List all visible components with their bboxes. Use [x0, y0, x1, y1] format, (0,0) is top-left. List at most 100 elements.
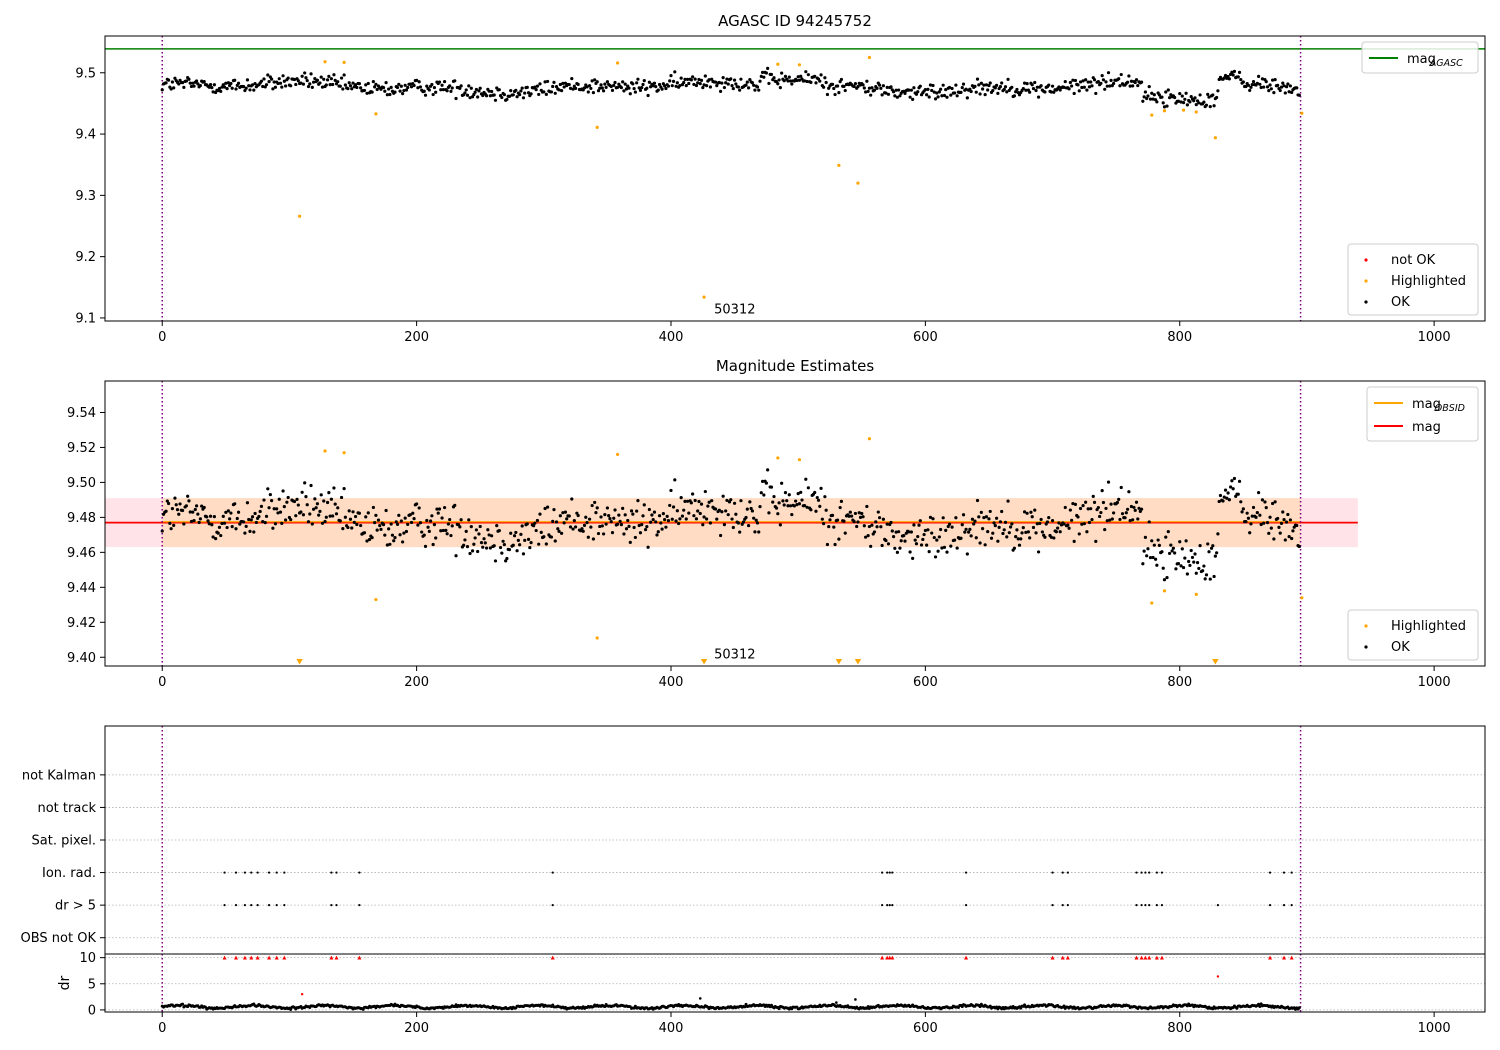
ok-point: [549, 535, 554, 539]
ok-point: [1279, 521, 1284, 526]
ok-point: [1089, 80, 1093, 84]
ok-point: [1240, 510, 1244, 514]
ok-point: [638, 88, 643, 93]
ok-point: [1033, 508, 1037, 512]
ok-point: [502, 92, 506, 97]
flag-point: [1066, 871, 1069, 874]
ok-point: [609, 84, 613, 89]
ok-point: [903, 539, 907, 543]
ok-point: [981, 87, 985, 91]
ok-point: [1099, 510, 1103, 515]
ok-point: [613, 508, 617, 512]
ok-point: [259, 79, 264, 83]
ok-point: [1236, 492, 1240, 496]
ok-point: [300, 490, 304, 494]
ok-point: [806, 73, 810, 77]
ok-point: [492, 544, 496, 548]
ok-point: [393, 90, 397, 94]
ok-point: [310, 85, 314, 89]
ok-point: [587, 84, 592, 88]
ok-point: [299, 510, 303, 514]
ok-point: [448, 517, 452, 522]
flag-point: [1148, 871, 1151, 874]
ok-point: [926, 528, 930, 532]
ok-point: [989, 536, 994, 540]
ok-point: [404, 529, 409, 534]
ok-point: [202, 505, 206, 510]
ok-point: [1148, 555, 1153, 560]
flag-point: [1160, 871, 1164, 874]
ok-point: [374, 82, 378, 86]
ok-point: [1125, 80, 1130, 84]
ok-point: [273, 522, 278, 526]
ok-point: [612, 83, 616, 87]
ok-point: [497, 529, 501, 533]
ok-point: [762, 493, 766, 497]
ok-point: [960, 523, 964, 527]
ok-point: [865, 504, 869, 509]
ok-point: [978, 92, 982, 96]
ok-point: [1136, 83, 1140, 88]
ok-point: [351, 81, 355, 85]
ok-point: [1170, 549, 1174, 553]
ok-point: [705, 517, 709, 521]
ok-point: [636, 77, 640, 81]
ok-point: [1263, 500, 1267, 504]
ok-point: [1104, 506, 1108, 511]
ok-point: [839, 77, 844, 82]
ok-point: [168, 521, 172, 525]
ok-point: [668, 79, 672, 83]
ok-point: [1259, 522, 1263, 527]
flag-point: [1061, 904, 1064, 907]
ok-point: [780, 481, 784, 485]
ok-point: [184, 79, 189, 83]
ok-point: [473, 90, 477, 94]
ok-point: [603, 513, 607, 517]
ok-point: [933, 97, 938, 101]
ok-point: [264, 83, 269, 87]
ok-point: [903, 91, 907, 95]
ok-point: [1284, 520, 1289, 524]
ok-point: [705, 84, 709, 88]
ok-point: [790, 512, 794, 517]
ok-point: [1155, 563, 1159, 567]
ok-point: [189, 84, 194, 89]
ok-point: [717, 80, 721, 85]
ok-point: [778, 86, 782, 90]
flag-point: [1282, 871, 1286, 874]
ok-point: [1283, 91, 1287, 95]
ok-point: [1005, 90, 1009, 94]
ok-point: [1237, 479, 1242, 483]
dr-capped-marker: [334, 955, 339, 960]
ok-point: [523, 538, 527, 542]
ok-point: [631, 512, 635, 516]
ok-point: [890, 529, 894, 533]
ok-point: [212, 83, 216, 87]
obsid-annotation: 50312: [714, 303, 755, 318]
ok-point: [177, 82, 181, 86]
ok-point: [357, 81, 361, 86]
ok-point: [389, 522, 393, 526]
ok-point: [236, 81, 241, 85]
ok-point: [422, 533, 426, 537]
ok-point: [221, 83, 225, 87]
x-tick-label: 400: [659, 1021, 684, 1036]
ok-point: [886, 92, 891, 96]
flag-point: [358, 871, 361, 874]
ok-point: [331, 514, 335, 518]
ok-point: [1047, 516, 1051, 520]
ok-point: [1000, 509, 1004, 514]
y-tick-label: 9.5: [75, 66, 96, 81]
ok-point: [403, 516, 407, 520]
ok-point: [322, 499, 326, 503]
ok-point: [632, 525, 636, 530]
ok-point: [467, 518, 471, 522]
ok-point: [1100, 74, 1104, 78]
ok-point: [615, 522, 620, 526]
ok-point: [432, 85, 437, 90]
ok-point: [993, 86, 997, 90]
ok-point: [250, 83, 255, 87]
ok-point: [470, 95, 475, 99]
ok-point: [357, 511, 361, 515]
ok-point: [1290, 90, 1294, 95]
